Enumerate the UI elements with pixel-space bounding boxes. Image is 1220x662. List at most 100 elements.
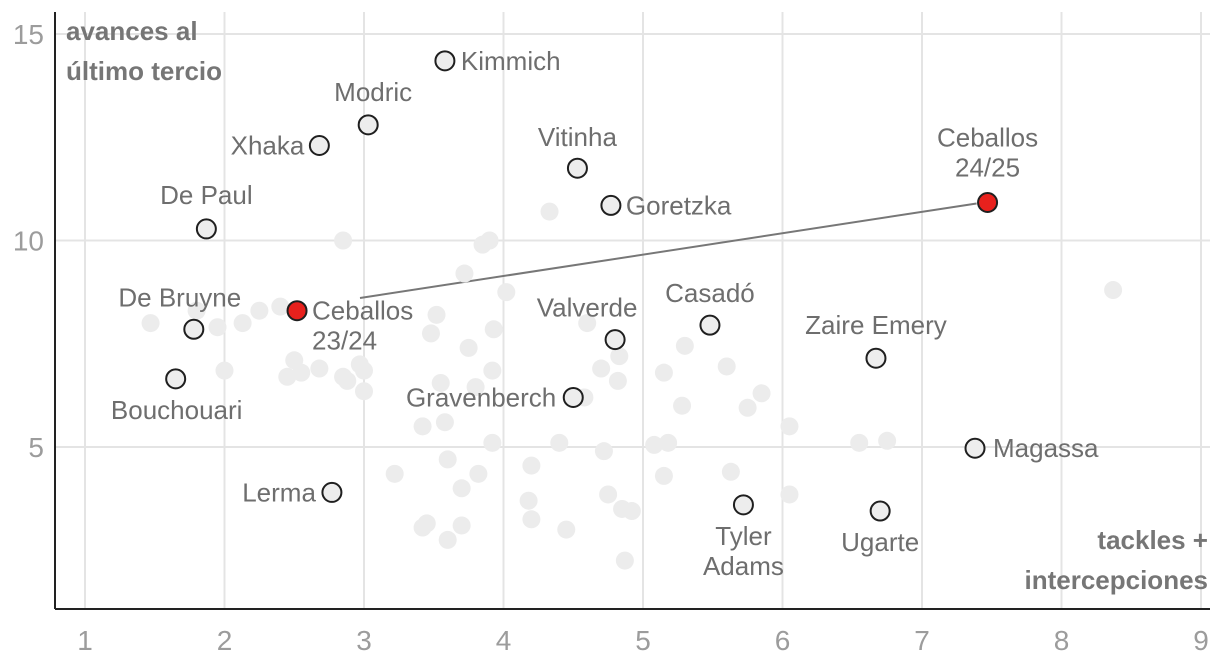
background-point: [466, 378, 485, 397]
point-label: Gravenberch: [406, 382, 556, 412]
background-point: [480, 231, 499, 250]
background-point: [615, 551, 634, 570]
background-point: [483, 361, 502, 380]
point-label: Valverde: [537, 293, 638, 323]
player-point: [321, 481, 343, 503]
background-point: [278, 367, 297, 386]
background-point: [592, 359, 611, 378]
background-point: [215, 361, 234, 380]
background-point: [675, 336, 694, 355]
point-labels: Kimmich Modric Xhaka Vitinha Goretzka De Paul…: [111, 46, 1099, 581]
background-point: [599, 485, 618, 504]
ceballos-point: [977, 192, 999, 214]
point-label: Lerma: [242, 477, 316, 507]
point-label-line: Tyler: [715, 521, 772, 551]
point-label: Zaire Emery: [805, 310, 947, 340]
background-point: [208, 318, 227, 337]
background-point: [540, 202, 559, 221]
x-tick-label: 8: [1054, 625, 1070, 656]
background-point: [594, 442, 613, 461]
player-point: [600, 194, 622, 216]
background-point: [452, 479, 471, 498]
background-point: [285, 351, 304, 370]
ceballos-point: [286, 300, 308, 322]
highlighted-points: [165, 50, 999, 522]
player-point: [865, 347, 887, 369]
point-label: Modric: [334, 77, 412, 107]
background-point: [522, 510, 541, 529]
background-point: [187, 301, 206, 320]
background-point: [578, 314, 597, 333]
point-label: Magassa: [993, 433, 1099, 463]
point-label: Ceballos 23/24: [312, 296, 413, 356]
player-point: [165, 368, 187, 390]
point-label: Tyler Adams: [703, 521, 784, 581]
player-point: [732, 494, 754, 516]
background-point: [338, 371, 357, 390]
axes: 1 2 3 4 5 6 7 8 9 5 10 15 avances al último tercio tac…: [13, 12, 1210, 656]
background-point: [427, 305, 446, 324]
player-point: [566, 157, 588, 179]
background-point: [780, 485, 799, 504]
y-tick-label: 10: [13, 226, 44, 257]
x-tick-label: 9: [1193, 625, 1209, 656]
background-point: [483, 433, 502, 452]
x-tick-label: 4: [496, 625, 512, 656]
background-point: [738, 398, 757, 417]
background-point: [484, 320, 503, 339]
background-point: [250, 301, 269, 320]
background-point: [431, 373, 450, 392]
background-point: [721, 462, 740, 481]
background-point: [645, 435, 664, 454]
point-label-line: Ceballos: [937, 123, 1038, 153]
background-point: [622, 502, 641, 521]
background-point: [334, 231, 353, 250]
background-point: [417, 514, 436, 533]
point-label-line: 24/25: [955, 153, 1020, 183]
background-point: [413, 417, 432, 436]
background-point: [522, 456, 541, 475]
background-point: [752, 384, 771, 403]
background-point: [355, 382, 373, 401]
background-point: [310, 359, 329, 378]
background-point: [271, 297, 290, 316]
point-label: De Paul: [160, 180, 253, 210]
point-label: Casadó: [665, 278, 755, 308]
player-point: [604, 329, 626, 351]
grid: [55, 12, 1210, 609]
x-tick-label: 5: [635, 625, 651, 656]
x-tick-label: 2: [217, 625, 233, 656]
background-point: [455, 264, 474, 283]
background-point: [355, 361, 373, 380]
y-axis-title: último tercio: [66, 56, 222, 86]
player-point: [195, 218, 217, 240]
point-label: Vitinha: [538, 122, 618, 152]
x-tick-label: 3: [356, 625, 372, 656]
point-label: Kimmich: [461, 46, 561, 76]
background-point: [1104, 281, 1123, 300]
background-points: [141, 202, 1123, 570]
background-point: [654, 466, 673, 485]
x-tick-label: 7: [914, 625, 930, 656]
point-label: Goretzka: [626, 190, 732, 220]
player-point: [562, 386, 584, 408]
player-point: [434, 50, 456, 72]
y-axis-title: avances al: [66, 16, 198, 46]
background-point: [659, 433, 678, 452]
point-label-line: Ceballos: [312, 296, 413, 326]
background-point: [141, 314, 160, 333]
background-point: [654, 363, 673, 382]
y-tick-label: 5: [28, 432, 44, 463]
point-label-line: Adams: [703, 551, 784, 581]
x-tick-label: 1: [77, 625, 93, 656]
player-point: [964, 437, 986, 459]
background-point: [850, 433, 869, 452]
player-point: [308, 135, 330, 157]
background-point: [519, 491, 538, 510]
background-point: [459, 338, 478, 357]
background-point: [497, 283, 516, 302]
background-point: [608, 371, 627, 390]
player-point: [183, 318, 205, 340]
